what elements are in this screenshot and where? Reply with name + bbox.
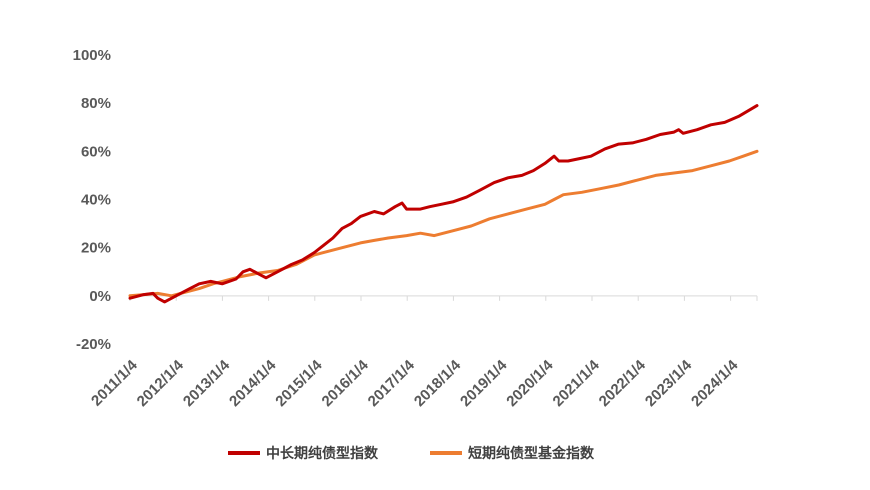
x-tick-label: 2011/1/4	[88, 356, 141, 409]
x-tick-label: 2019/1/4	[457, 356, 511, 410]
x-tick-label: 2021/1/4	[550, 356, 604, 410]
y-tick-label: 0%	[89, 288, 111, 305]
y-tick-label: 40%	[81, 192, 111, 209]
series-line-short-term	[128, 149, 759, 298]
y-tick-label: 100%	[73, 47, 111, 64]
x-tick-label: 2024/1/4	[688, 356, 742, 410]
y-tick-label: 60%	[81, 143, 111, 160]
x-tick-label: 2022/1/4	[596, 356, 650, 410]
x-tick-label: 2020/1/4	[503, 356, 557, 410]
x-tick-label: 2018/1/4	[411, 356, 465, 410]
x-tick-label: 2012/1/4	[134, 356, 188, 410]
x-axis: 2011/1/42012/1/42013/1/42014/1/42015/1/4…	[88, 295, 758, 410]
x-tick-label: 2017/1/4	[365, 356, 419, 410]
x-tick-label: 2023/1/4	[642, 356, 696, 410]
legend-label-series1: 中长期纯债型指数	[266, 445, 379, 462]
x-tick-label: 2013/1/4	[180, 356, 234, 410]
legend: 中长期纯债型指数 短期纯债型基金指数	[228, 445, 595, 462]
y-axis-ticks: 100% 80% 60% 40% 20% 0% -20%	[73, 47, 111, 353]
series-line-medium-long-term	[128, 104, 759, 304]
x-tick-label: 2016/1/4	[319, 356, 373, 410]
x-tick-label: 2014/1/4	[226, 356, 280, 410]
y-tick-label: 20%	[81, 240, 111, 257]
series-lines	[128, 104, 759, 304]
y-tick-label: 80%	[81, 95, 111, 112]
y-tick-label: -20%	[76, 336, 111, 353]
x-tick-label: 2015/1/4	[272, 356, 326, 410]
legend-label-series2: 短期纯债型基金指数	[468, 445, 595, 462]
